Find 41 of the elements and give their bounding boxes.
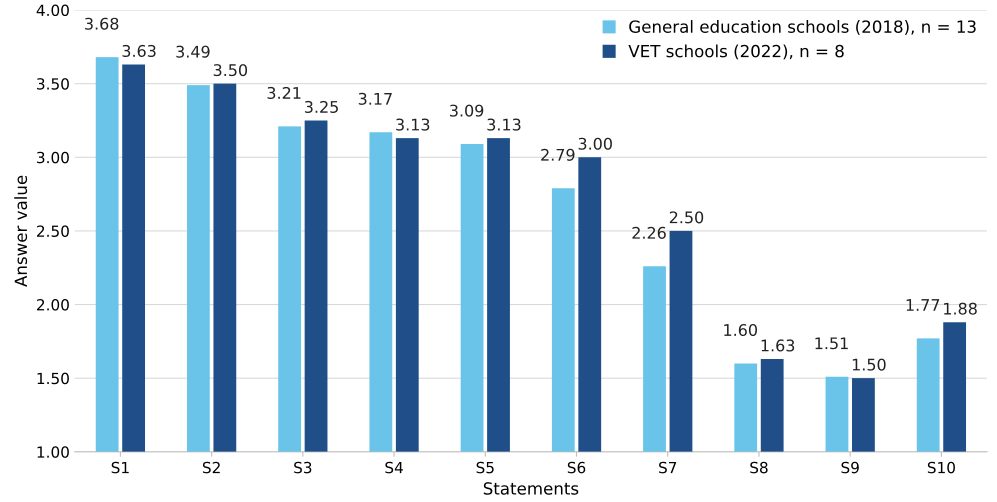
- data-label: 3.21: [268, 86, 300, 99]
- data-label: 1.63: [762, 339, 794, 352]
- data-label: 3.17: [358, 92, 392, 105]
- data-label: 3.09: [450, 104, 484, 117]
- y-tick-label: 1.50: [38, 372, 69, 384]
- data-label: 3.13: [396, 118, 430, 131]
- data-label: 2.79: [541, 148, 574, 161]
- data-label: 3.63: [122, 44, 156, 58]
- data-label: 3.68: [85, 18, 118, 30]
- y-tick-label: 4.00: [36, 4, 69, 16]
- y-tick-label: 2.00: [37, 299, 69, 311]
- x-tick-label: S4: [385, 462, 403, 474]
- data-label: 3.00: [578, 138, 612, 150]
- x-tick-label: S10: [928, 462, 955, 474]
- x-tick-label: S7: [659, 462, 676, 474]
- y-tick-label: 3.50: [37, 78, 69, 90]
- data-label: 3.13: [487, 118, 520, 131]
- data-label: 1.60: [724, 324, 757, 336]
- data-label: 2.26: [632, 226, 666, 239]
- x-tick-label: S1: [112, 462, 129, 474]
- legend-label: VET schools (2022), n = 8: [628, 44, 844, 60]
- x-tick-label: S9: [841, 462, 859, 474]
- data-label: 1.50: [852, 358, 886, 371]
- x-axis-title: Statements: [484, 482, 578, 495]
- x-tick-label: S6: [568, 462, 586, 474]
- y-tick-label: 3.00: [37, 152, 69, 164]
- y-tick-label: 2.50: [37, 225, 69, 237]
- legend-label: General education schools (2018), n = 13: [629, 20, 976, 35]
- data-label: 2.50: [670, 211, 704, 224]
- x-tick-label: S3: [294, 462, 312, 474]
- data-label: 3.50: [214, 64, 248, 76]
- data-label: 3.49: [176, 46, 210, 58]
- data-label: 1.77: [906, 299, 940, 311]
- data-label: 3.25: [304, 100, 338, 113]
- x-tick-label: S2: [202, 462, 220, 474]
- y-axis-title: Answer value: [14, 176, 28, 287]
- x-tick-label: S5: [476, 462, 494, 474]
- x-tick-label: S8: [750, 462, 768, 474]
- data-label: 1.88: [944, 302, 977, 315]
- y-tick-label: 1.00: [38, 446, 69, 458]
- data-label: 1.51: [815, 337, 848, 350]
